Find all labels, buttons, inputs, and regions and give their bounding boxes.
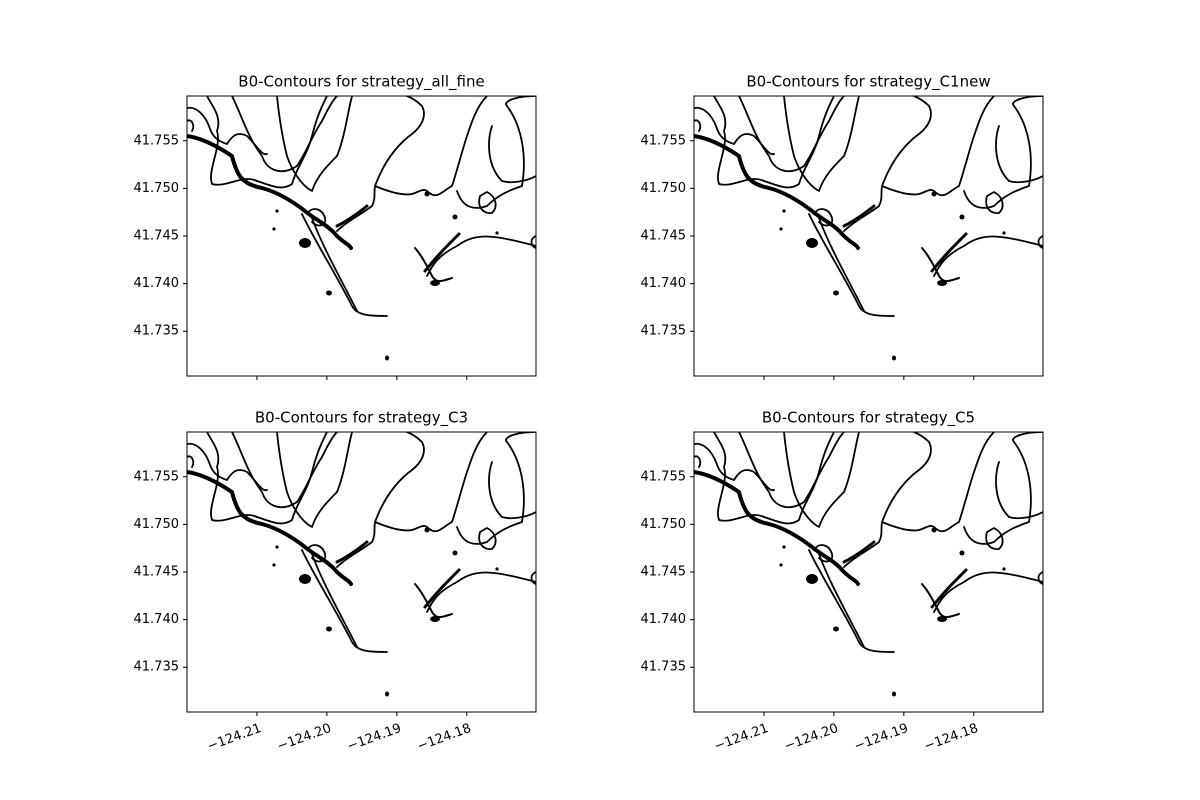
y-tick-label: 41.745 (134, 565, 180, 580)
contour-lines (694, 96, 1043, 363)
y-tick-label: 41.735 (641, 324, 687, 339)
subplot: B0-Contours for strategy_all_fine 41.735 4… (134, 73, 537, 380)
plot-area (187, 96, 536, 363)
y-tick-label: 41.750 (641, 181, 687, 196)
y-tick-label: 41.740 (134, 276, 180, 291)
y-tick-label: 41.745 (641, 565, 687, 580)
contour-lines (187, 432, 536, 699)
contour-lines (187, 96, 536, 363)
y-tick-label: 41.755 (641, 133, 687, 148)
x-tick-label: −124.20 (275, 721, 333, 754)
y-tick-label: 41.745 (641, 229, 687, 244)
y-tick-label: 41.755 (641, 469, 687, 484)
y-tick-label: 41.740 (641, 276, 687, 291)
x-tick-label: −124.19 (852, 721, 910, 754)
y-tick-label: 41.735 (134, 660, 180, 675)
y-tick-label: 41.750 (641, 517, 687, 532)
y-tick-label: 41.745 (134, 229, 180, 244)
plot-area (694, 96, 1043, 363)
y-tick-label: 41.750 (134, 181, 180, 196)
contour-lines (694, 432, 1043, 699)
y-tick-label: 41.740 (134, 612, 180, 627)
subplot-title: B0-Contours for strategy_all_fine (238, 73, 484, 92)
subplot-title: B0-Contours for strategy_C5 (762, 409, 975, 428)
subplot-title: B0-Contours for strategy_C1new (746, 73, 990, 92)
subplot-title: B0-Contours for strategy_C3 (255, 409, 468, 428)
subplot: B0-Contours for strategy_C1new 41.735 41.7… (641, 73, 1044, 380)
plot-area (187, 432, 536, 699)
y-tick-label: 41.755 (134, 133, 180, 148)
plot-area (694, 432, 1043, 699)
x-tick-label: −124.21 (712, 721, 770, 754)
y-tick-label: 41.735 (134, 324, 180, 339)
x-tick-label: −124.21 (205, 721, 263, 754)
subplot: B0-Contours for strategy_C5 41.735 41.740 4… (641, 409, 1044, 754)
y-tick-label: 41.750 (134, 517, 180, 532)
x-tick-label: −124.19 (345, 721, 403, 754)
subplot: B0-Contours for strategy_C3 41.735 41.740 4… (134, 409, 537, 754)
y-tick-label: 41.735 (641, 660, 687, 675)
y-tick-label: 41.740 (641, 612, 687, 627)
x-tick-label: −124.20 (782, 721, 840, 754)
x-tick-label: −124.18 (415, 721, 473, 754)
y-tick-label: 41.755 (134, 469, 180, 484)
x-tick-label: −124.18 (922, 721, 980, 754)
